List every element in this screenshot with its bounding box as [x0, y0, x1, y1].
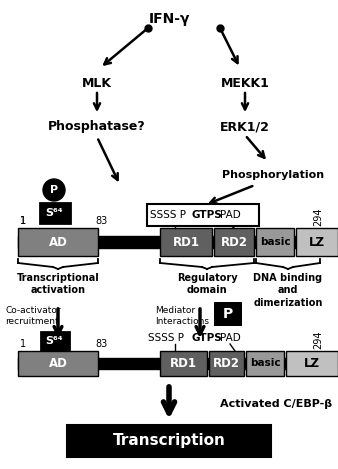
Text: MLK: MLK: [82, 77, 112, 90]
Text: GTPS: GTPS: [191, 210, 222, 220]
FancyBboxPatch shape: [214, 302, 242, 326]
Text: S⁶⁴: S⁶⁴: [45, 208, 63, 218]
Text: S⁶⁴: S⁶⁴: [45, 336, 63, 346]
Text: RD1: RD1: [172, 235, 199, 249]
Bar: [246, 351, 284, 376]
Text: PAD: PAD: [220, 333, 241, 343]
Text: 1: 1: [20, 216, 26, 226]
Text: 83: 83: [95, 339, 107, 349]
Text: IFN-γ: IFN-γ: [148, 12, 190, 26]
Bar: [286, 351, 338, 376]
Text: Phosphatase?: Phosphatase?: [48, 120, 146, 133]
Bar: [18, 228, 98, 256]
Text: Transcription: Transcription: [113, 433, 225, 448]
Bar: [18, 351, 98, 376]
Bar: [296, 228, 338, 256]
Bar: [160, 228, 212, 256]
Text: AD: AD: [49, 235, 68, 249]
Bar: [18, 236, 320, 248]
Text: LZ: LZ: [309, 235, 325, 249]
Text: MEKK1: MEKK1: [221, 77, 269, 90]
Bar: [18, 358, 320, 369]
Text: Transcriptional
activation: Transcriptional activation: [17, 273, 99, 295]
Bar: [160, 351, 207, 376]
Text: Mediator
Interactions: Mediator Interactions: [155, 306, 209, 326]
Text: AD: AD: [49, 357, 68, 370]
Text: Regulatory
domain: Regulatory domain: [177, 273, 237, 295]
FancyBboxPatch shape: [67, 425, 271, 457]
Text: P: P: [223, 307, 233, 321]
FancyBboxPatch shape: [41, 332, 69, 350]
Text: 294: 294: [313, 331, 323, 349]
Text: Activated C/EBP-β: Activated C/EBP-β: [220, 399, 332, 409]
Text: SSSS P: SSSS P: [148, 333, 184, 343]
Bar: [209, 351, 244, 376]
Circle shape: [43, 179, 65, 201]
Text: basic: basic: [260, 237, 290, 247]
Text: SSSS P: SSSS P: [150, 210, 186, 220]
Bar: [256, 228, 294, 256]
Text: Co-activator
recruitment: Co-activator recruitment: [5, 306, 61, 326]
Text: Phosphorylation: Phosphorylation: [222, 170, 324, 180]
Text: RD2: RD2: [220, 235, 247, 249]
Bar: [214, 228, 254, 256]
Text: P: P: [50, 185, 58, 195]
Text: PAD: PAD: [220, 210, 241, 220]
Text: RD1: RD1: [170, 357, 197, 370]
Text: RD2: RD2: [213, 357, 240, 370]
Text: 83: 83: [95, 216, 107, 226]
Text: GTPS: GTPS: [191, 333, 222, 343]
FancyBboxPatch shape: [147, 204, 259, 226]
Text: basic: basic: [250, 358, 280, 369]
Text: ERK1/2: ERK1/2: [220, 120, 270, 133]
Text: 294: 294: [313, 207, 323, 226]
FancyBboxPatch shape: [40, 203, 70, 223]
Text: 1: 1: [20, 339, 26, 349]
Text: LZ: LZ: [304, 357, 320, 370]
Text: DNA binding
and
dimerization: DNA binding and dimerization: [253, 273, 323, 308]
Text: 1: 1: [20, 216, 26, 226]
